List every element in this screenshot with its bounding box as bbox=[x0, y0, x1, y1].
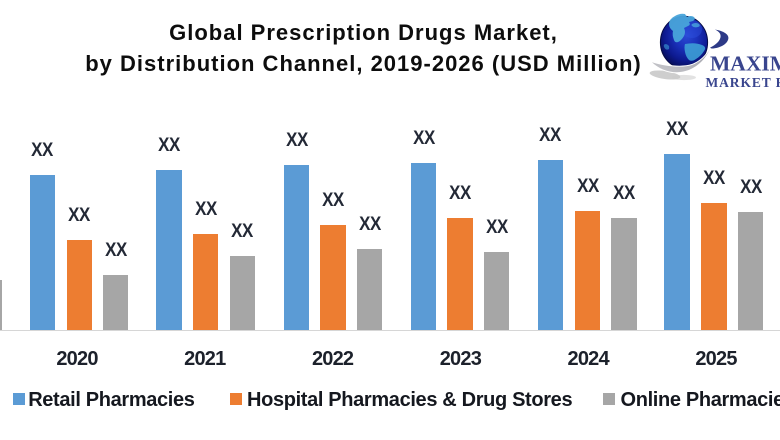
svg-text:MARKET RE: MARKET RE bbox=[706, 75, 780, 90]
svg-text:MAXIM: MAXIM bbox=[710, 52, 780, 76]
